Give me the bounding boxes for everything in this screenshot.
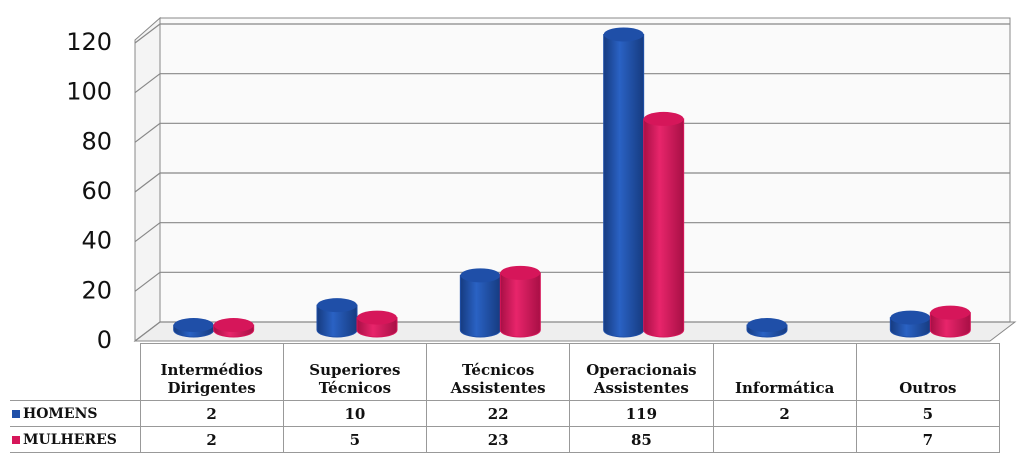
value-label: 5 <box>855 400 1001 427</box>
legend-swatch <box>12 435 20 444</box>
value-label: 2 <box>139 426 284 453</box>
value-label: 7 <box>855 426 1001 453</box>
value-label: 2 <box>712 400 857 427</box>
category-label: Intermédios Dirigentes <box>139 343 284 401</box>
data-table: Intermédios Dirigentes Superiores Técnico… <box>10 343 1001 453</box>
table-header-row: Intermédios Dirigentes Superiores Técnico… <box>10 343 1001 401</box>
category-label: Informática <box>712 343 857 401</box>
bar-top <box>643 111 684 126</box>
table-row: HOMENS 2 10 22 119 2 5 <box>10 400 1001 427</box>
category-label: Técnicos Assistentes <box>425 343 571 401</box>
legend-entry: MULHERES <box>10 426 141 453</box>
bar-top <box>357 310 397 325</box>
bar-top <box>603 27 644 42</box>
grid-line <box>134 122 161 143</box>
value-label: 2 <box>139 400 284 427</box>
table-cell <box>712 426 857 453</box>
grid-line <box>134 23 161 44</box>
value-label: 5 <box>282 426 428 453</box>
y-tick-label: 20 <box>81 276 112 304</box>
value-label: 10 <box>282 400 428 427</box>
value-label: 23 <box>425 426 571 453</box>
back-wall <box>159 17 1011 323</box>
table-corner <box>10 344 140 401</box>
side-wall <box>134 16 161 343</box>
legend-label: HOMENS <box>23 405 98 422</box>
grid-line <box>134 172 161 193</box>
bar-top <box>747 318 787 333</box>
grid-line <box>134 271 161 292</box>
y-tick-label: 40 <box>81 227 112 255</box>
legend-swatch <box>12 409 20 418</box>
y-tick-label: 120 <box>66 28 112 56</box>
y-tick-label: 80 <box>81 127 112 155</box>
y-tick-label: 100 <box>66 78 112 106</box>
category-label: Superiores Técnicos <box>282 343 428 401</box>
category-label: Outros <box>855 343 1001 401</box>
legend-entry: HOMENS <box>10 400 141 427</box>
y-tick-label: 60 <box>81 177 112 205</box>
bar-top <box>317 298 357 313</box>
grid-line <box>134 321 161 342</box>
value-label: 85 <box>569 426 714 453</box>
bar-top <box>173 318 214 333</box>
bar <box>499 272 541 338</box>
bar <box>603 33 645 338</box>
bar <box>643 118 685 338</box>
category-label: Operacionais Assistentes <box>569 343 714 401</box>
floor <box>133 321 1017 342</box>
bar-top <box>500 265 541 280</box>
bar-top <box>930 305 971 320</box>
table-row: MULHERES 2 5 23 85 7 <box>10 426 1001 453</box>
value-label: 119 <box>569 400 714 427</box>
grid-line <box>134 222 161 243</box>
grid-line <box>134 73 161 94</box>
value-label: 22 <box>425 400 571 427</box>
y-tick-label: 0 <box>97 326 112 354</box>
bar-top <box>213 318 254 333</box>
bar <box>459 274 501 338</box>
bar-top <box>460 268 501 283</box>
bar-top <box>890 310 931 325</box>
bar <box>929 312 971 338</box>
legend-label: MULHERES <box>23 431 117 448</box>
